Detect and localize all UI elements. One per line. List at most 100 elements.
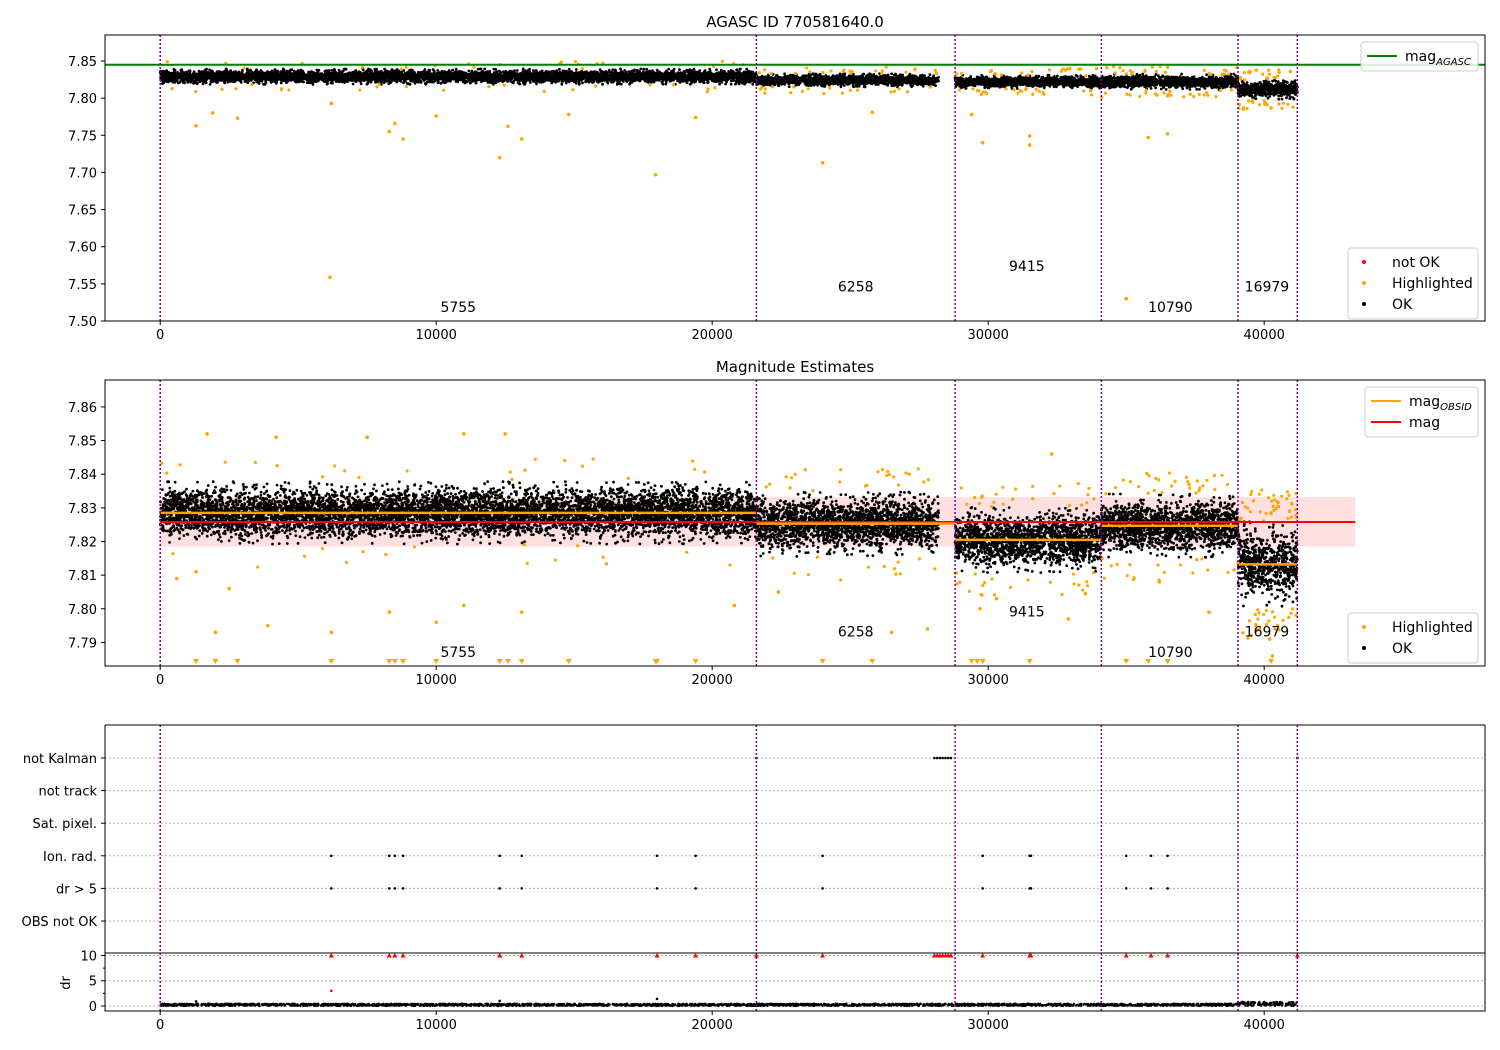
ok-point [751,75,754,78]
ok-point [616,82,619,85]
ok-point [400,73,403,76]
ok-point [667,68,670,71]
ok-point [455,79,458,82]
ok-point [477,68,480,71]
ok-point [745,68,748,71]
ok-point [678,78,681,81]
ok-point [262,83,265,86]
ok-point [639,68,642,71]
ok-point [485,79,488,82]
ok-point [596,80,599,83]
ok-point [434,78,437,81]
ok-point [202,81,205,84]
ok-point [171,78,174,81]
ok-point [161,73,164,76]
ok-point [665,70,668,73]
ok-point [464,76,467,79]
ok-point [645,68,648,71]
ok-point [529,81,532,84]
ok-point [730,83,733,86]
ok-point [470,80,473,83]
ok-point [198,70,201,73]
ok-point [732,79,735,82]
ok-point [551,79,554,82]
ok-point [659,75,662,78]
ok-point [250,79,253,82]
ok-point [208,69,211,72]
ok-point [402,81,405,84]
ok-point [531,77,534,80]
ok-point [293,72,296,75]
ok-point [439,82,442,85]
ok-point [402,69,405,72]
ok-point [265,72,268,75]
ok-point [642,68,645,71]
ok-point [661,83,664,86]
ok-point [519,79,522,82]
ok-point [351,79,354,82]
ok-point [524,83,527,86]
ok-point [470,72,473,75]
ok-point [610,79,613,82]
ok-point [163,70,166,73]
ok-point [662,79,665,82]
ok-point [614,71,617,74]
ok-point [406,77,409,80]
ok-point [578,82,581,85]
ok-point [345,77,348,80]
ok-point [704,69,707,72]
ok-point [282,68,285,71]
ok-point [620,83,623,86]
ok-point [646,81,649,84]
ok-point [628,83,631,86]
ok-point [352,83,355,86]
ok-point [280,82,283,85]
ok-point [211,78,214,81]
ok-point [622,80,625,83]
ok-point [344,68,347,71]
ok-point [686,81,689,84]
ok-point [432,68,435,71]
ok-point [672,79,675,82]
ok-point [715,68,718,71]
ok-point [396,68,399,71]
ok-point [300,69,303,72]
ok-point [455,68,458,71]
ok-point [366,83,369,86]
ok-point [311,82,314,85]
ok-point [689,83,692,86]
ok-point [672,69,675,72]
ok-point [575,68,578,71]
ok-point [648,79,651,82]
ok-point [691,72,694,75]
ok-point [307,71,310,74]
ok-point [361,78,364,81]
ok-point [326,82,329,85]
ok-point [720,81,723,84]
ok-point [295,71,298,74]
ok-point [368,70,371,73]
ok-point [592,73,595,76]
ok-point [302,71,305,74]
ok-point [196,82,199,85]
ok-point [284,71,287,74]
ok-point [653,79,656,82]
ok-point [745,78,748,81]
ok-point [253,74,256,77]
ok-point [445,80,448,83]
ok-point [377,78,380,81]
ok-point [223,70,226,73]
ok-point [489,77,492,80]
ok-point [619,68,622,71]
ok-point [448,69,451,72]
ok-point [659,78,662,81]
ok-point [741,73,744,76]
ok-point [424,68,427,71]
ok-point [343,80,346,83]
ok-point [682,80,685,83]
ok-point [488,70,491,73]
agasc-panel: AGASC ID 770581640.0 5755625894151079016… [68,13,1485,343]
ok-point [209,83,212,86]
ok-point [613,76,616,79]
ok-point [749,78,752,81]
